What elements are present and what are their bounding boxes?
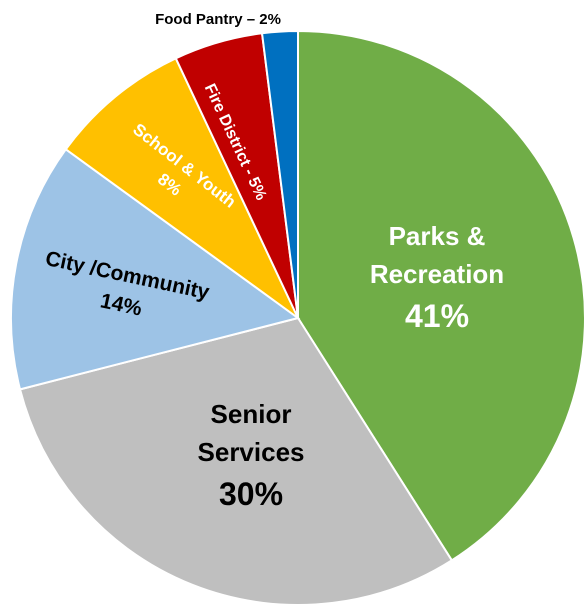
slice-label-parks-recreation: Parks & Recreation 41%	[370, 221, 504, 334]
slice-label-line: Senior	[211, 399, 292, 429]
pie-slice-senior-services	[18, 316, 454, 605]
slice-label-line: 41%	[405, 298, 469, 334]
slice-label-food-pantry: Food Pantry – 2%	[155, 11, 281, 28]
pie-slice-parks-recreation	[297, 29, 584, 562]
slice-label-line: Food Pantry – 2%	[155, 11, 281, 28]
slice-label-line: Recreation	[370, 259, 504, 289]
slice-label-senior-services: Senior Services 30%	[198, 399, 305, 512]
pie-slice-school-youth	[64, 56, 299, 319]
slice-label-line: 30%	[219, 476, 283, 512]
slice-label-line: Services	[198, 437, 305, 467]
pie-slice-city-community	[10, 147, 301, 391]
slice-label-line: Parks &	[389, 221, 486, 251]
pie-slice-food-pantry	[260, 29, 299, 319]
